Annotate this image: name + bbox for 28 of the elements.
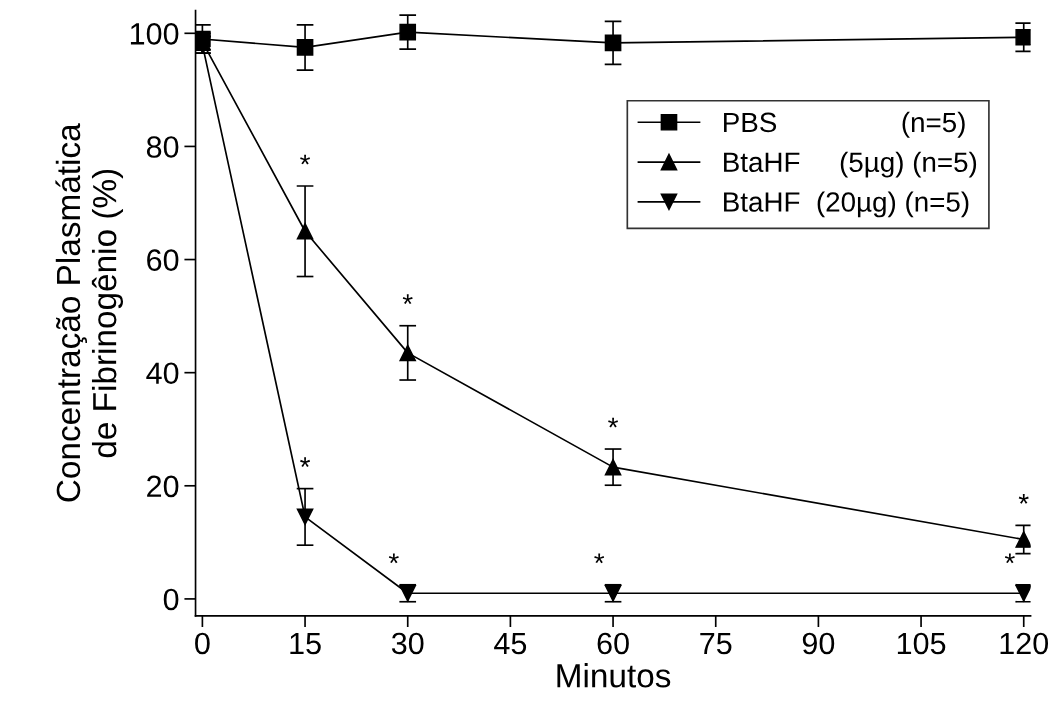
annotation: * [1004,553,1015,564]
x-tick-label: 75 [700,632,732,655]
y-tick-label: 20 [147,475,179,498]
legend-label: BtaHF (5µg) (n=5) [724,151,977,178]
y-tick-label: 60 [147,249,179,271]
x-tick-label: 60 [597,632,629,655]
x-tick-label: 105 [897,632,946,655]
y-tick-label: 100 [130,23,179,45]
legend-label: PBS (n=5) [724,111,965,138]
x-tick-label: 45 [494,632,527,655]
legend-label: BtaHF (20µg) (n=5) [724,191,969,218]
x-tick-label: 120 [1000,632,1049,655]
annotation: * [594,553,605,564]
x-axis-title: Minutos [557,663,671,688]
x-tick-label: 90 [802,632,835,655]
annotation: * [608,417,619,428]
annotation: * [388,553,399,564]
y-tick-label: 0 [163,588,179,611]
y-tick-label: 40 [146,362,179,385]
x-tick-label: 0 [195,632,210,655]
x-tick-label: 15 [290,632,321,655]
y-axis-title: Concentração Plasmática de Fibrinogênio (%) [55,123,124,502]
annotation: * [300,154,311,165]
annotation: * [300,457,311,467]
x-tick-label: 30 [391,632,424,655]
annotation: * [1018,494,1029,504]
y-tick-label: 80 [146,136,179,158]
annotation: * [402,294,413,305]
